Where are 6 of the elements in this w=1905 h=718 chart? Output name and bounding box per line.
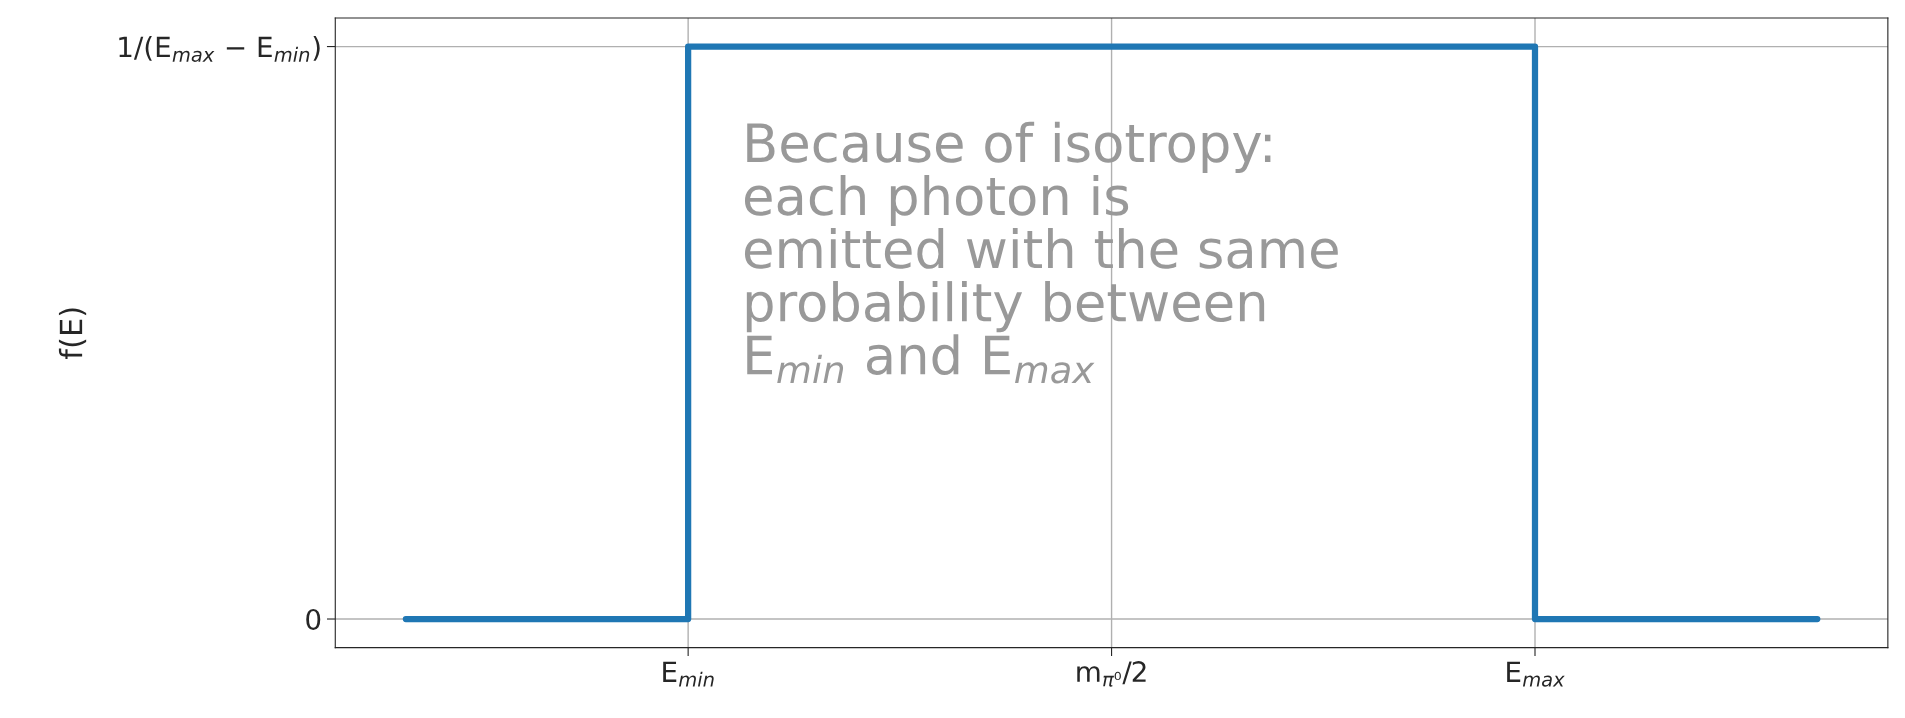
x-tick-label: E$_{min}$ (663, 661, 714, 687)
x-tick-label: m$_{π⁰}$/2 (1077, 661, 1146, 687)
y-axis-title: f(E) (58, 308, 87, 360)
y-tick-label: 1/(E$_{max}$ − E$_{min}$) (119, 36, 320, 62)
y-tick-label: 0 (306, 608, 321, 630)
x-tick-label: E$_{max}$ (1507, 661, 1565, 687)
